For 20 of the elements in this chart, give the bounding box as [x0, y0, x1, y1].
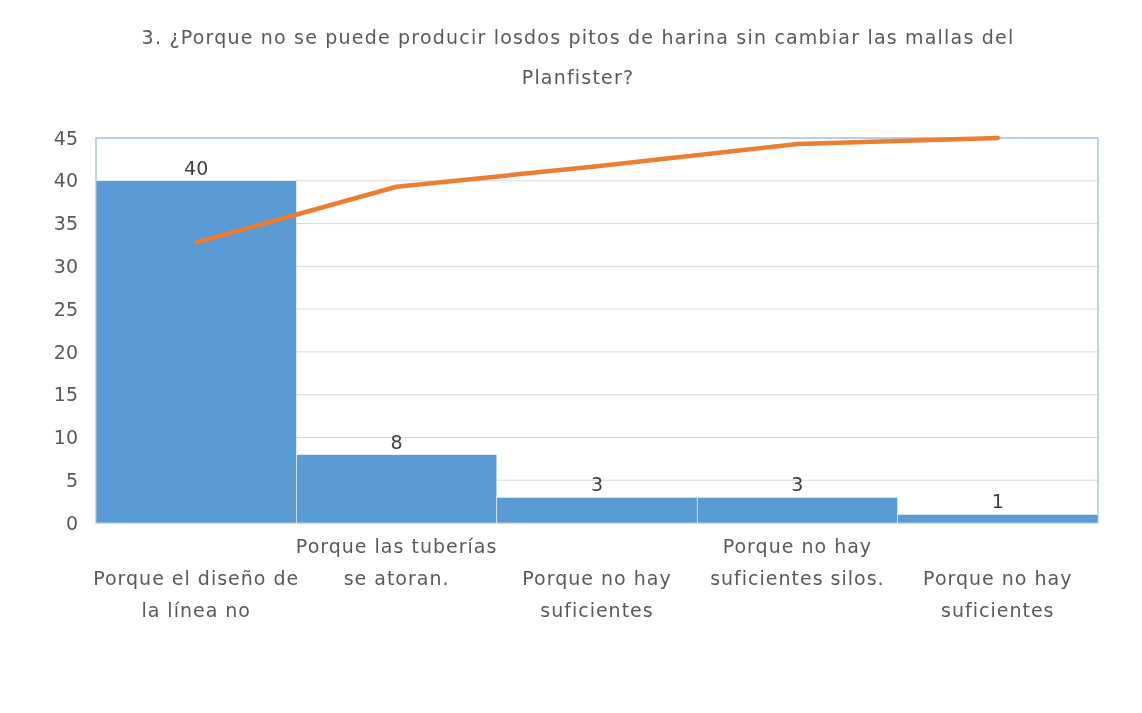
chart-title: 3. ¿Porque no se puede producir losdos pitos de harina sin cambiar las mallas del Planfister? [141, 26, 1015, 88]
y-tick-label: 25 [53, 297, 78, 320]
y-tick-label: 45 [53, 126, 78, 149]
data-label: 8 [390, 430, 403, 453]
y-tick-label: 30 [53, 254, 78, 277]
y-tick-label: 0 [65, 511, 78, 534]
y-tick-label: 10 [53, 426, 78, 449]
y-tick-label: 20 [53, 340, 78, 363]
data-label: 1 [991, 490, 1004, 513]
y-tick-label: 5 [65, 468, 78, 491]
y-tick-label: 15 [53, 383, 78, 406]
x-tick-label: Porque no hay suficientes silos. [710, 535, 885, 589]
x-tick-label: Porque no hay suficientes [923, 567, 1073, 621]
data-label: 3 [590, 473, 604, 496]
x-tick-label: Porque no hay suficientes [522, 567, 672, 621]
data-label: 40 [184, 156, 209, 179]
y-tick-label: 40 [53, 169, 78, 192]
y-tick-label: 35 [53, 212, 78, 235]
x-tick-label: Porque el diseño de la línea no [93, 567, 300, 621]
data-label: 3 [791, 473, 804, 496]
